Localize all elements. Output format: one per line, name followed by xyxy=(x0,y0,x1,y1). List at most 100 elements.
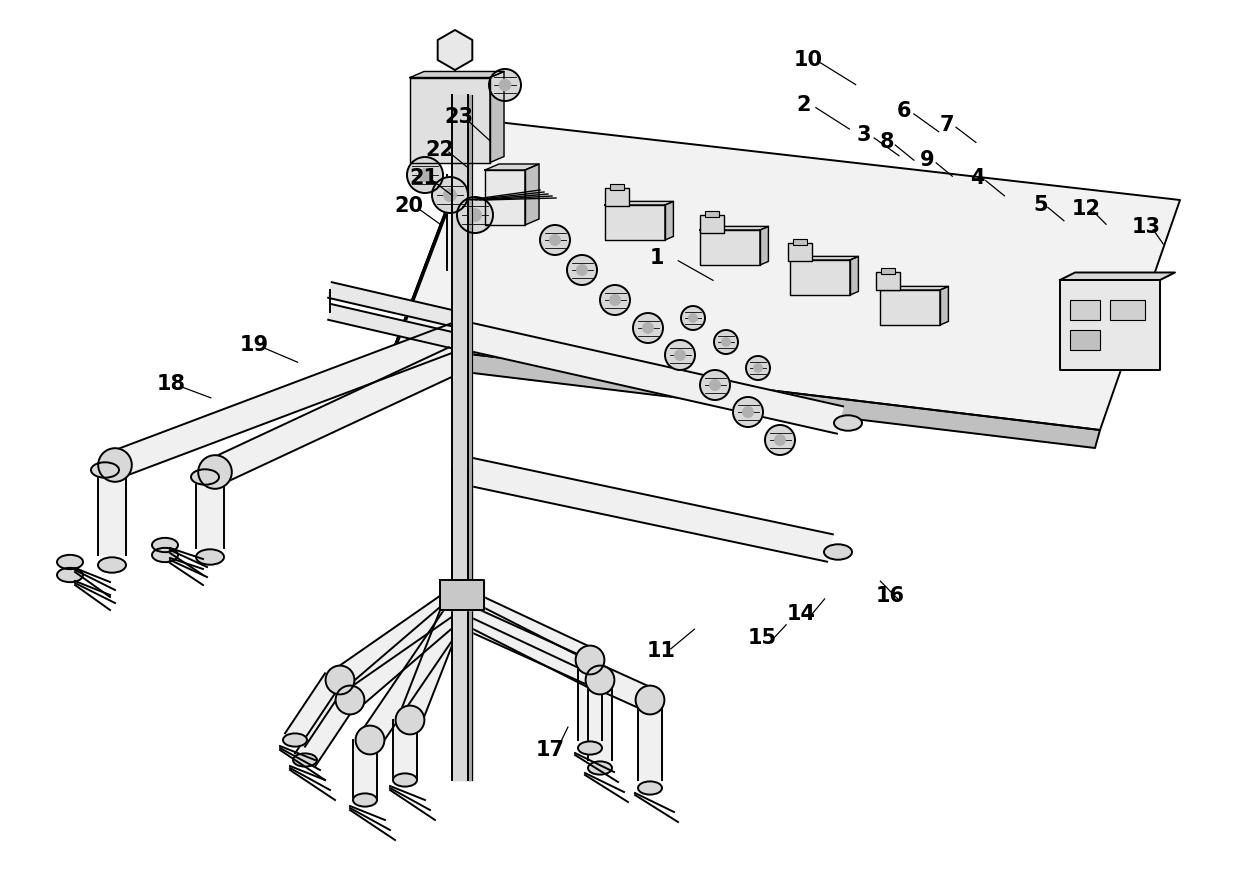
Text: 2: 2 xyxy=(796,95,811,115)
Bar xyxy=(875,272,900,290)
Polygon shape xyxy=(701,226,769,230)
Circle shape xyxy=(407,157,443,193)
Polygon shape xyxy=(459,457,833,562)
Polygon shape xyxy=(446,175,458,270)
Polygon shape xyxy=(485,170,525,225)
Text: 6: 6 xyxy=(897,101,911,121)
Bar xyxy=(610,184,624,190)
Polygon shape xyxy=(353,740,377,800)
Circle shape xyxy=(469,208,481,222)
Polygon shape xyxy=(849,256,858,295)
Ellipse shape xyxy=(57,568,83,582)
Polygon shape xyxy=(410,71,503,77)
Circle shape xyxy=(575,645,604,675)
Polygon shape xyxy=(790,260,849,295)
Polygon shape xyxy=(525,164,539,225)
Text: 22: 22 xyxy=(425,140,455,159)
Circle shape xyxy=(500,79,511,91)
Circle shape xyxy=(419,169,432,182)
Polygon shape xyxy=(329,304,461,350)
Ellipse shape xyxy=(191,469,219,485)
Text: 15: 15 xyxy=(748,628,777,648)
Bar xyxy=(706,211,719,217)
Polygon shape xyxy=(453,470,467,780)
Circle shape xyxy=(636,685,665,715)
Ellipse shape xyxy=(588,762,613,774)
Polygon shape xyxy=(790,256,858,260)
Circle shape xyxy=(539,225,570,255)
Polygon shape xyxy=(578,660,601,740)
Circle shape xyxy=(754,364,763,372)
Circle shape xyxy=(681,306,706,330)
Polygon shape xyxy=(440,580,484,610)
Circle shape xyxy=(642,323,653,333)
Polygon shape xyxy=(396,120,1180,430)
Bar xyxy=(1070,330,1100,350)
Polygon shape xyxy=(110,322,465,478)
Polygon shape xyxy=(393,720,417,780)
Circle shape xyxy=(600,285,630,315)
Polygon shape xyxy=(880,290,940,325)
Circle shape xyxy=(632,313,663,343)
Text: 19: 19 xyxy=(239,336,269,355)
Ellipse shape xyxy=(98,557,126,572)
Polygon shape xyxy=(940,287,949,325)
Polygon shape xyxy=(285,674,345,747)
Text: 23: 23 xyxy=(444,108,474,127)
Text: 16: 16 xyxy=(875,587,905,606)
Text: 20: 20 xyxy=(394,197,424,216)
Polygon shape xyxy=(399,601,466,724)
Ellipse shape xyxy=(835,416,862,431)
Polygon shape xyxy=(453,95,467,780)
Circle shape xyxy=(336,685,365,715)
Text: 8: 8 xyxy=(879,133,894,152)
Circle shape xyxy=(356,725,384,755)
Polygon shape xyxy=(98,477,126,555)
Polygon shape xyxy=(458,604,655,711)
Circle shape xyxy=(746,356,770,380)
Polygon shape xyxy=(391,345,1100,448)
Text: 11: 11 xyxy=(646,642,676,661)
Circle shape xyxy=(722,338,730,346)
Circle shape xyxy=(688,314,697,322)
Circle shape xyxy=(775,434,785,445)
Circle shape xyxy=(489,69,521,101)
Text: 7: 7 xyxy=(940,115,955,134)
Polygon shape xyxy=(605,201,673,205)
Bar xyxy=(605,188,629,206)
Polygon shape xyxy=(467,470,472,780)
Polygon shape xyxy=(210,347,461,485)
Polygon shape xyxy=(438,30,472,70)
Polygon shape xyxy=(639,700,662,780)
Polygon shape xyxy=(410,77,490,163)
Ellipse shape xyxy=(91,462,119,478)
Circle shape xyxy=(432,177,467,213)
Bar xyxy=(794,239,807,245)
Polygon shape xyxy=(459,321,843,433)
Ellipse shape xyxy=(196,549,224,564)
Ellipse shape xyxy=(393,773,417,787)
Circle shape xyxy=(396,706,424,734)
Polygon shape xyxy=(1060,272,1176,280)
Ellipse shape xyxy=(578,741,601,755)
Polygon shape xyxy=(456,599,605,691)
Polygon shape xyxy=(456,589,595,671)
Circle shape xyxy=(709,380,720,390)
Circle shape xyxy=(577,264,588,275)
Bar xyxy=(1070,300,1100,320)
Polygon shape xyxy=(665,201,673,240)
Polygon shape xyxy=(342,601,463,709)
Text: 3: 3 xyxy=(857,125,872,145)
Bar xyxy=(701,215,724,233)
Text: 10: 10 xyxy=(794,50,823,69)
Ellipse shape xyxy=(153,548,179,562)
Circle shape xyxy=(733,397,763,427)
Text: 14: 14 xyxy=(786,604,816,624)
Polygon shape xyxy=(360,608,465,747)
Circle shape xyxy=(701,370,730,400)
Text: 18: 18 xyxy=(156,375,186,394)
Circle shape xyxy=(765,425,795,455)
Polygon shape xyxy=(295,693,355,766)
Polygon shape xyxy=(880,287,949,290)
Polygon shape xyxy=(334,590,461,690)
